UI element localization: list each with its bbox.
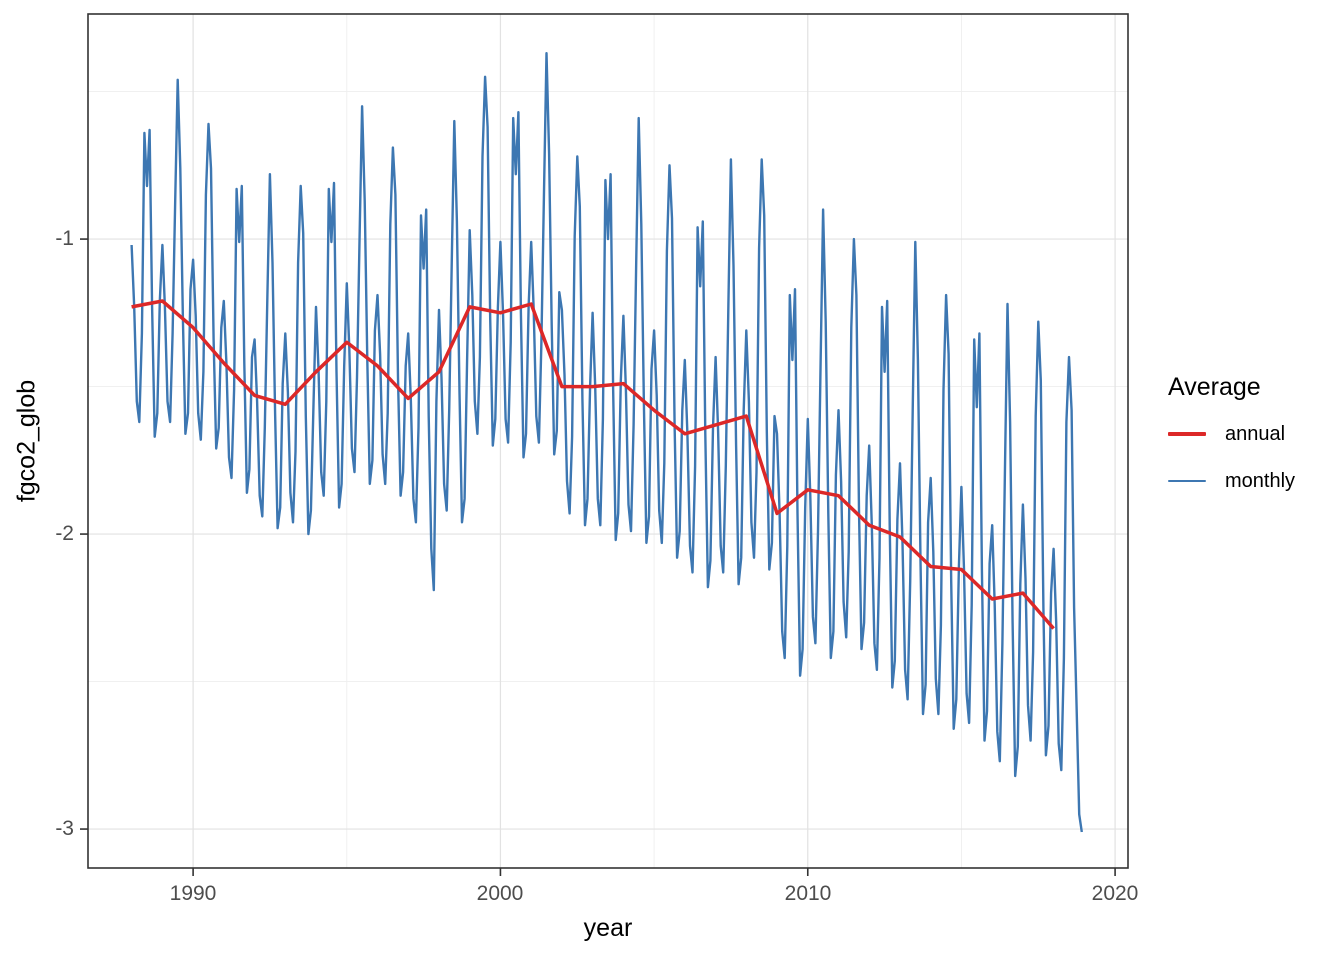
x-tick-label: 1990	[169, 882, 217, 905]
y-tick-label: -3	[55, 817, 74, 840]
panel-border	[87, 13, 1129, 869]
x-axis-title: year	[583, 914, 633, 942]
x-tick-label: 2020	[1091, 882, 1139, 905]
legend-label-annual: annual	[1225, 422, 1286, 445]
x-tick-label: 2000	[476, 882, 524, 905]
annual-line	[131, 299, 1055, 630]
legend: Average annual monthly	[1168, 372, 1344, 497]
legend-label-monthly: monthly	[1225, 469, 1296, 492]
plot-panel	[88, 14, 1128, 868]
legend-item-annual: annual	[1168, 418, 1344, 450]
x-tick-label: 2010	[784, 882, 832, 905]
legend-key-annual-line-icon	[1168, 432, 1206, 436]
y-axis-title: fgco2_glob	[12, 379, 41, 503]
legend-item-monthly: monthly	[1168, 465, 1344, 497]
y-tick-label: -1	[55, 227, 74, 250]
monthly-line	[130, 52, 1083, 833]
legend-key-monthly-line-icon	[1168, 479, 1206, 483]
legend-title: Average	[1168, 373, 1261, 401]
y-tick-label: -2	[55, 522, 74, 545]
